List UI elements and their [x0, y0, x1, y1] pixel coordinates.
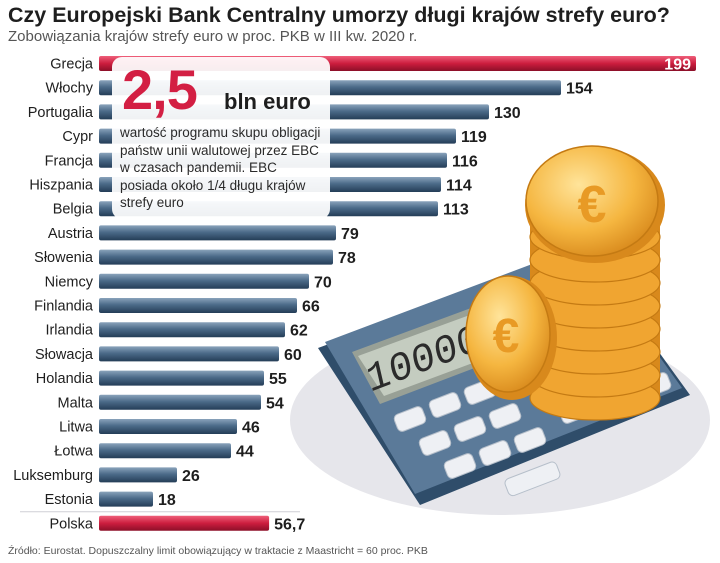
- euro-icon: €: [578, 176, 607, 234]
- bar: [99, 346, 279, 362]
- callout-unit: bln euro: [224, 89, 311, 114]
- bar: [99, 273, 309, 289]
- category-label: Malta: [58, 395, 94, 411]
- value-label: 116: [452, 153, 478, 170]
- callout-description: wartość programu skupu obligacji państw …: [120, 125, 321, 210]
- category-label: Luksemburg: [13, 468, 93, 484]
- bar: [99, 298, 297, 313]
- value-label: 66: [302, 299, 320, 316]
- value-label: 60: [284, 347, 302, 364]
- value-label: 154: [566, 81, 593, 98]
- value-label: 26: [182, 468, 200, 485]
- category-label: Słowacja: [35, 347, 94, 363]
- bar: [99, 322, 285, 338]
- category-label: Łotwa: [54, 444, 94, 460]
- chart-title: Czy Europejski Bank Centralny umorzy dłu…: [8, 3, 670, 27]
- value-label: 18: [158, 492, 176, 509]
- value-label: 113: [443, 202, 469, 219]
- bar: [99, 491, 153, 507]
- bar: [99, 370, 264, 386]
- category-label: Włochy: [45, 81, 93, 97]
- category-label: Niemcy: [45, 274, 94, 290]
- bar: [99, 515, 270, 531]
- value-label: 55: [269, 371, 287, 388]
- value-label: 62: [290, 323, 308, 340]
- bar: [99, 225, 336, 241]
- value-label: 114: [446, 178, 472, 195]
- value-label: 78: [338, 250, 356, 267]
- value-label: 56,7: [274, 516, 305, 533]
- category-label: Austria: [48, 226, 94, 242]
- value-label: 46: [242, 420, 260, 437]
- bar: [99, 419, 237, 434]
- chart-subtitle: Zobowiązania krajów strefy euro w proc. …: [8, 28, 418, 45]
- category-label: Grecja: [50, 57, 94, 73]
- value-label: 130: [494, 105, 521, 122]
- source-note: Źródło: Eurostat. Dopuszczalny limit obo…: [8, 545, 428, 557]
- category-label: Polska: [49, 516, 93, 532]
- value-label: 44: [236, 444, 254, 461]
- value-label: 199: [664, 57, 691, 74]
- category-label: Finlandia: [34, 299, 94, 315]
- category-label: Irlandia: [45, 323, 93, 339]
- category-label: Litwa: [59, 420, 94, 436]
- value-label: 70: [314, 274, 332, 291]
- category-label: Estonia: [45, 492, 94, 508]
- category-label: Francja: [45, 153, 94, 169]
- bar: [99, 394, 261, 410]
- value-label: 79: [341, 226, 359, 243]
- category-label: Cypr: [62, 129, 93, 145]
- euro-icon: €: [493, 310, 520, 363]
- callout-box: 2,5 bln euro wartość programu skupu obli…: [112, 57, 330, 219]
- bars: Grecja 199 Włochy 154 Portugalia 130 Cypr 119 Fr…: [13, 56, 696, 533]
- category-label: Hiszpania: [29, 178, 94, 194]
- callout-value: 2,5: [122, 58, 198, 121]
- coins-illustration: € €: [465, 145, 665, 421]
- category-label: Holandia: [36, 371, 94, 387]
- category-label: Belgia: [53, 202, 94, 218]
- value-label: 119: [461, 129, 487, 146]
- category-label: Słowenia: [34, 250, 94, 266]
- chart-area: 100000: [13, 56, 710, 533]
- value-label: 54: [266, 395, 284, 412]
- bar: [99, 467, 177, 483]
- category-label: Portugalia: [28, 105, 94, 121]
- bar: [99, 443, 231, 459]
- bar: [99, 249, 333, 265]
